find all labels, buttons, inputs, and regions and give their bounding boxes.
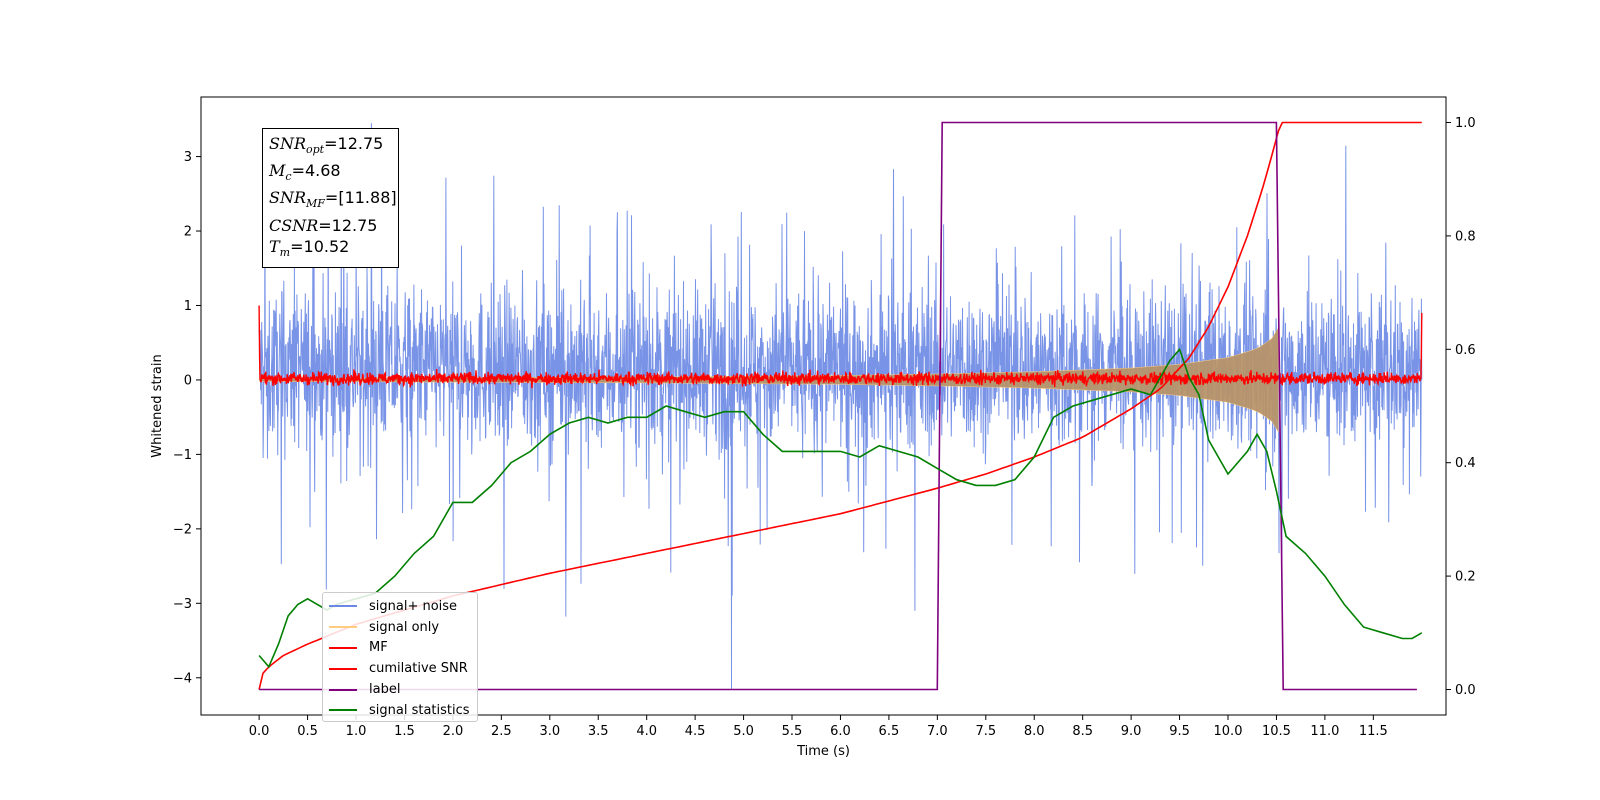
- x-tick-label: 6.5: [879, 724, 900, 739]
- legend-swatch: [329, 605, 357, 608]
- tm-value: =10.52: [290, 236, 350, 256]
- x-tick-label: 1.0: [346, 724, 367, 739]
- y2-tick-label: 0.6: [1455, 343, 1476, 358]
- snr-mf-line: SNRMF=[11.88]: [269, 188, 397, 211]
- x-tick-label: 4.0: [636, 724, 657, 739]
- x-tick-label: 7.0: [927, 724, 948, 739]
- x-tick-label: 5.0: [733, 724, 754, 739]
- csnr-line: CSNR=12.75: [269, 215, 378, 235]
- x-tick-label: 11.0: [1310, 724, 1339, 739]
- legend-swatch: [329, 709, 357, 712]
- x-tick-label: 8.5: [1072, 724, 1093, 739]
- legend-swatch: [329, 667, 357, 670]
- y2-tick-label: 0.0: [1455, 683, 1476, 698]
- y-tick-label: −3: [173, 597, 192, 612]
- legend-item-cumulative-snr: cumilative SNR: [329, 658, 471, 679]
- mc-line: Mc=4.68: [269, 161, 341, 184]
- legend-label: MF: [369, 640, 388, 656]
- csnr-value: =12.75: [318, 215, 378, 235]
- y2-tick-label: 0.2: [1455, 570, 1476, 585]
- y-tick-label: 2: [184, 225, 192, 240]
- x-tick-label: 2.0: [443, 724, 464, 739]
- x-tick-label: 10.0: [1214, 724, 1243, 739]
- legend-label: label: [369, 682, 401, 698]
- legend-item-mf: MF: [329, 638, 471, 659]
- y-tick-label: 1: [184, 299, 192, 314]
- legend-item-signal-noise: signal+ noise: [329, 596, 471, 617]
- y-tick-label: 0: [184, 373, 192, 388]
- legend-item-label: label: [329, 679, 471, 700]
- legend-item-signal-only: signal only: [329, 617, 471, 638]
- y2-tick-label: 1.0: [1455, 116, 1476, 131]
- y-tick-label: −2: [173, 522, 192, 537]
- legend-swatch: [329, 626, 357, 629]
- x-tick-label: 4.5: [685, 724, 706, 739]
- x-tick-label: 2.5: [491, 724, 512, 739]
- legend-label: signal+ noise: [369, 598, 458, 614]
- y2-tick-label: 0.4: [1455, 456, 1476, 471]
- signal-noise-line: [258, 123, 1423, 689]
- y-axis-label: Whitened strain: [150, 354, 165, 457]
- x-tick-label: 0.0: [249, 724, 270, 739]
- x-tick-label: 11.5: [1359, 724, 1388, 739]
- y2-tick-label: 0.8: [1455, 229, 1476, 244]
- legend-item-signal-statistics: signal statistics: [329, 700, 471, 721]
- x-tick-label: 7.5: [975, 724, 996, 739]
- mc-value: =4.68: [291, 161, 341, 181]
- x-tick-label: 3.0: [539, 724, 560, 739]
- x-tick-label: 0.5: [297, 724, 318, 739]
- x-tick-label: 10.5: [1262, 724, 1291, 739]
- y-tick-label: −4: [173, 671, 192, 686]
- axis-ticks: 0.0 0.5 1.0 1.5 2.0 2.5 3.0 3.5 4.0 4.5 5.0 5.5 6.0 6…: [173, 116, 1476, 739]
- snr-opt-value: =12.75: [324, 134, 384, 153]
- legend-swatch: [329, 646, 357, 649]
- label-line: [259, 121, 1417, 691]
- x-axis-label: Time (s): [796, 744, 850, 759]
- x-tick-label: 9.5: [1169, 724, 1190, 739]
- signal-statistics-line: [258, 347, 1423, 669]
- mf-line: [258, 305, 1423, 389]
- x-tick-label: 3.5: [588, 724, 609, 739]
- x-tick-label: 1.5: [394, 724, 415, 739]
- snr-opt-line: SNRopt=12.75: [269, 134, 384, 157]
- legend-label: signal only: [369, 619, 440, 635]
- plot-area: [258, 121, 1423, 691]
- y-tick-label: −1: [173, 448, 192, 463]
- tm-line: Tm=10.52: [269, 236, 350, 259]
- x-tick-label: 9.0: [1121, 724, 1142, 739]
- legend: signal+ noise signal only MF cumilative …: [322, 592, 478, 722]
- x-tick-label: 5.5: [782, 724, 803, 739]
- annotation-box: SNRopt=12.75 Mc=4.68 SNRMF=[11.88] CSNR=…: [262, 128, 399, 268]
- x-tick-label: 6.0: [830, 724, 851, 739]
- x-tick-label: 8.0: [1024, 724, 1045, 739]
- legend-label: signal statistics: [369, 702, 470, 718]
- plot-frame: [200, 96, 1447, 716]
- legend-label: cumilative SNR: [369, 661, 468, 677]
- legend-swatch: [329, 688, 357, 691]
- snr-mf-value: =[11.88]: [324, 188, 397, 208]
- y-tick-label: 3: [184, 150, 192, 165]
